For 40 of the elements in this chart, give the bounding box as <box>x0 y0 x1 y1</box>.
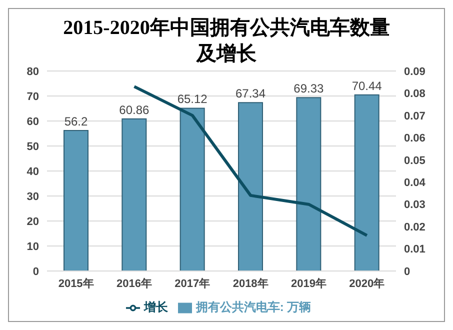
y2-tick-label: 0.01 <box>404 244 426 256</box>
y2-tick-label: 0.07 <box>404 110 426 122</box>
legend-label: 拥有公共汽电车: 万辆 <box>196 300 312 314</box>
bar <box>122 118 147 271</box>
data-label: 69.33 <box>294 82 324 96</box>
bar <box>296 97 322 271</box>
y2-tick-label: 0 <box>404 266 410 278</box>
bar <box>354 94 380 271</box>
y2-tick-label: 0.09 <box>404 66 426 78</box>
y-tick-label: 0 <box>32 266 39 278</box>
bar <box>64 130 88 271</box>
x-tick-label: 2018年 <box>232 276 268 290</box>
chart-title: 2015-2020年中国拥有公共汽电车数量及增长 <box>62 16 391 67</box>
y-tick-label: 50 <box>26 140 39 153</box>
data-label: 70.44 <box>352 78 382 93</box>
x-tick-label: 2020年 <box>349 276 385 290</box>
x-tick-label: 2016年 <box>116 276 152 290</box>
y2-tick-label: 0.08 <box>404 88 426 100</box>
y-tick-label: 80 <box>26 66 39 78</box>
y2-tick-label: 0.03 <box>404 199 426 212</box>
legend-label: 增长 <box>144 300 168 314</box>
y-tick-label: 60 <box>26 116 39 128</box>
x-tick-label: 2017年 <box>174 276 210 290</box>
y-tick-label: 40 <box>26 166 39 178</box>
y-tick-label: 10 <box>26 240 39 253</box>
data-label: 60.86 <box>119 102 150 117</box>
y2-tick-label: 0.05 <box>404 154 426 167</box>
x-tick-label: 2019年 <box>291 276 326 290</box>
y2-tick-label: 0.06 <box>404 132 426 145</box>
x-tick-label: 2015年 <box>58 276 94 290</box>
data-label: 65.12 <box>177 92 208 106</box>
y2-tick-label: 0.02 <box>404 221 426 234</box>
data-label: 56.2 <box>64 114 88 128</box>
y-tick-label: 70 <box>26 90 39 103</box>
bar <box>238 102 263 271</box>
data-label: 67.34 <box>235 86 266 101</box>
bar <box>180 108 205 271</box>
y2-tick-label: 0.04 <box>404 177 426 190</box>
y-tick-label: 20 <box>26 216 39 228</box>
y-tick-label: 30 <box>26 190 39 203</box>
